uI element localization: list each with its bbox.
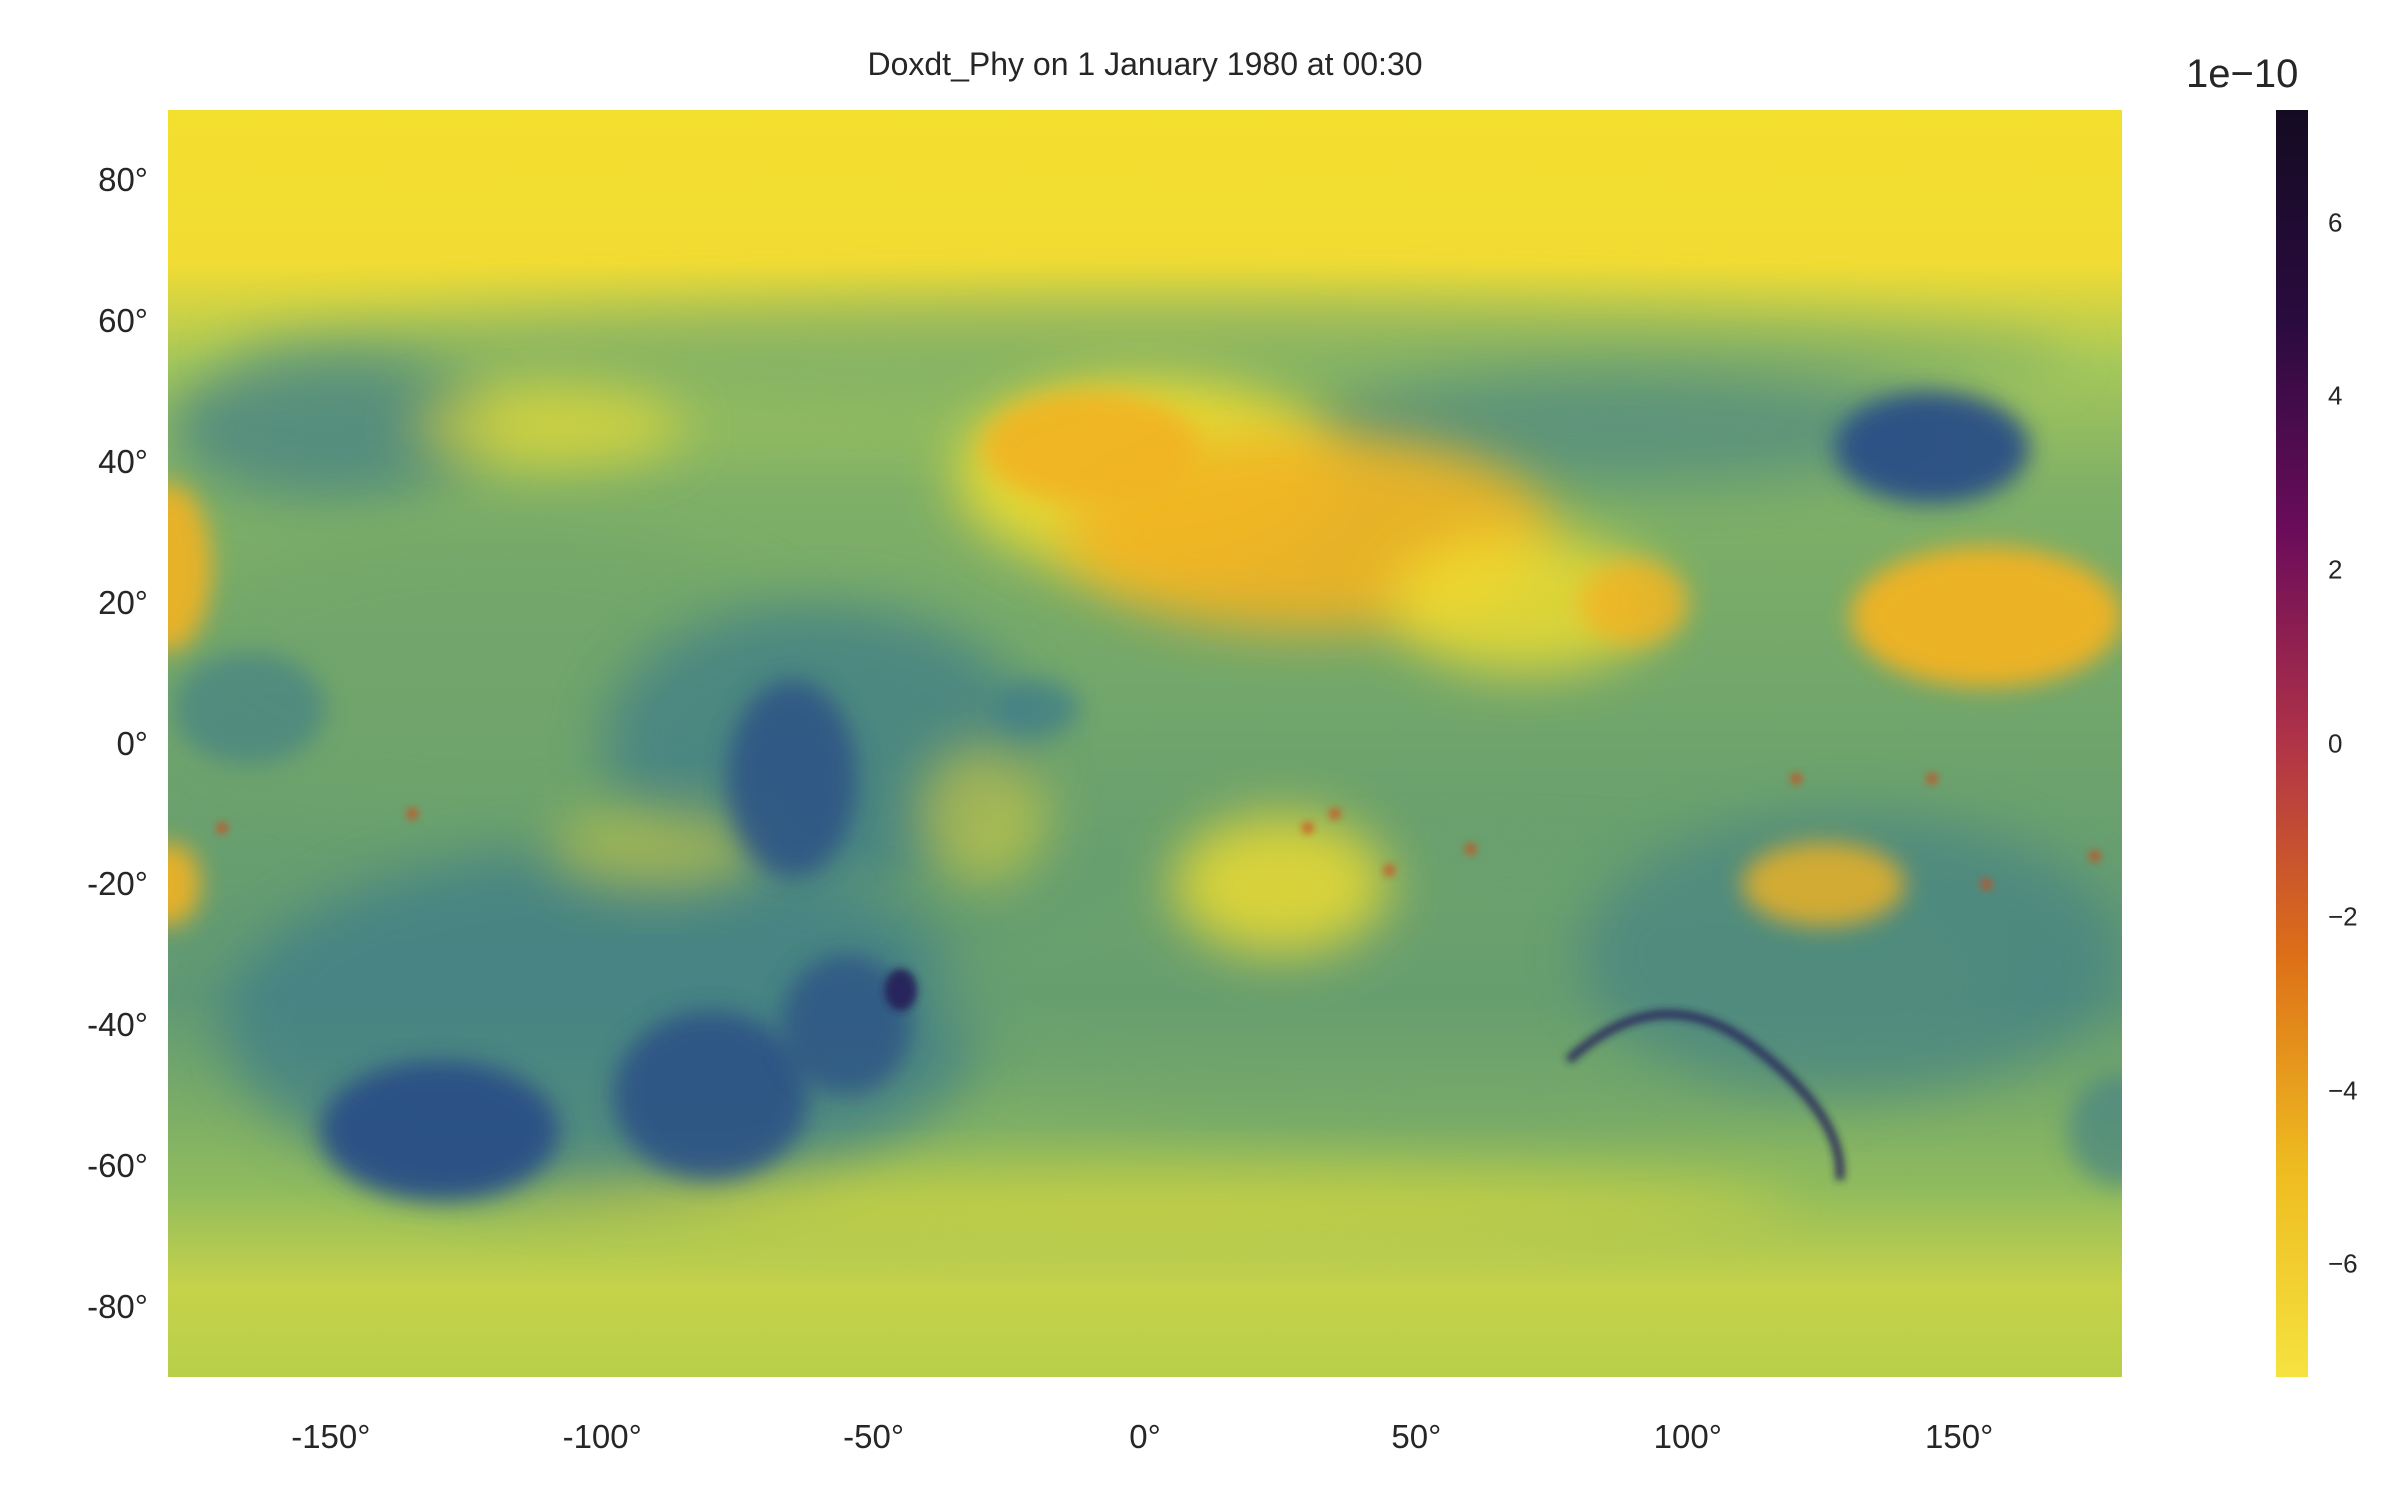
positive-spot [1464, 843, 1477, 856]
colorbar-exponent: 1e−10 [2186, 52, 2299, 96]
field-blob [1850, 546, 2122, 688]
colorbar-tick-label: −2 [2328, 901, 2358, 932]
field-blob [982, 391, 1200, 505]
field-blob [2067, 1074, 2122, 1187]
y-tick-label: 60° [98, 302, 148, 340]
x-tick-label: 150° [1925, 1418, 1994, 1455]
field-blob [1389, 532, 1661, 674]
x-tick-label: -50° [843, 1418, 905, 1455]
positive-spot [1383, 864, 1396, 877]
positive-spot [216, 821, 229, 834]
field-blob [1834, 391, 2030, 505]
colorbar [2276, 110, 2308, 1377]
y-tick-label: 20° [98, 583, 148, 621]
field-blob [412, 384, 684, 469]
positive-spot [1926, 772, 1939, 785]
positive-spot [1301, 821, 1314, 834]
field-blob [1172, 813, 1390, 955]
southern-ocean-filament [1565, 1009, 1845, 1181]
field-blob [1742, 842, 1905, 927]
field-blob [493, 1165, 1797, 1237]
field-blob [168, 356, 494, 498]
y-tick-label: -60° [87, 1146, 148, 1184]
colorbar-tick-label: 4 [2328, 380, 2343, 411]
y-tick-label: -20° [87, 865, 148, 903]
field-blob [547, 806, 766, 892]
colorbar-tick-label: 6 [2328, 207, 2343, 238]
field-blob [319, 1060, 559, 1202]
y-tick-label: -40° [87, 1006, 148, 1044]
field-blob [781, 954, 912, 1096]
colorbar-tick-label: −6 [2328, 1248, 2358, 1279]
positive-spot [1790, 772, 1803, 785]
field-blob [1307, 370, 1960, 484]
x-tick-label: 0° [1129, 1418, 1161, 1455]
positive-spot [406, 807, 419, 820]
field-blob [168, 842, 201, 927]
field-blob [917, 743, 1048, 885]
heatmap-field [168, 110, 2122, 1377]
x-tick-label: -150° [291, 1418, 371, 1455]
x-tick-label: 50° [1391, 1418, 1442, 1455]
chart-title: Doxdt_Phy on 1 January 1980 at 00:30 [867, 46, 1423, 82]
field-blob [1579, 560, 1688, 645]
colorbar-tick-label: −4 [2328, 1075, 2358, 1106]
colorbar-tick-label: 2 [2328, 554, 2343, 585]
positive-spot [2088, 850, 2101, 863]
y-tick-label: 0° [116, 724, 148, 762]
y-tick-label: 40° [98, 442, 148, 480]
field-blob [613, 1010, 809, 1180]
x-tick-label: 100° [1653, 1418, 1722, 1455]
field-blob [173, 651, 326, 765]
field-blob [168, 483, 212, 652]
positive-spot [1980, 878, 1993, 891]
field-blob [884, 968, 918, 1011]
plot-area [168, 110, 2122, 1377]
positive-spot [1328, 807, 1341, 820]
field-blob [993, 680, 1080, 737]
x-tick-label: -100° [562, 1418, 642, 1455]
colorbar-tick-label: 0 [2328, 728, 2343, 758]
y-tick-label: 80° [98, 161, 148, 199]
y-tick-label: -80° [87, 1287, 148, 1325]
field-blob [727, 680, 858, 878]
field-features [168, 300, 2122, 1237]
